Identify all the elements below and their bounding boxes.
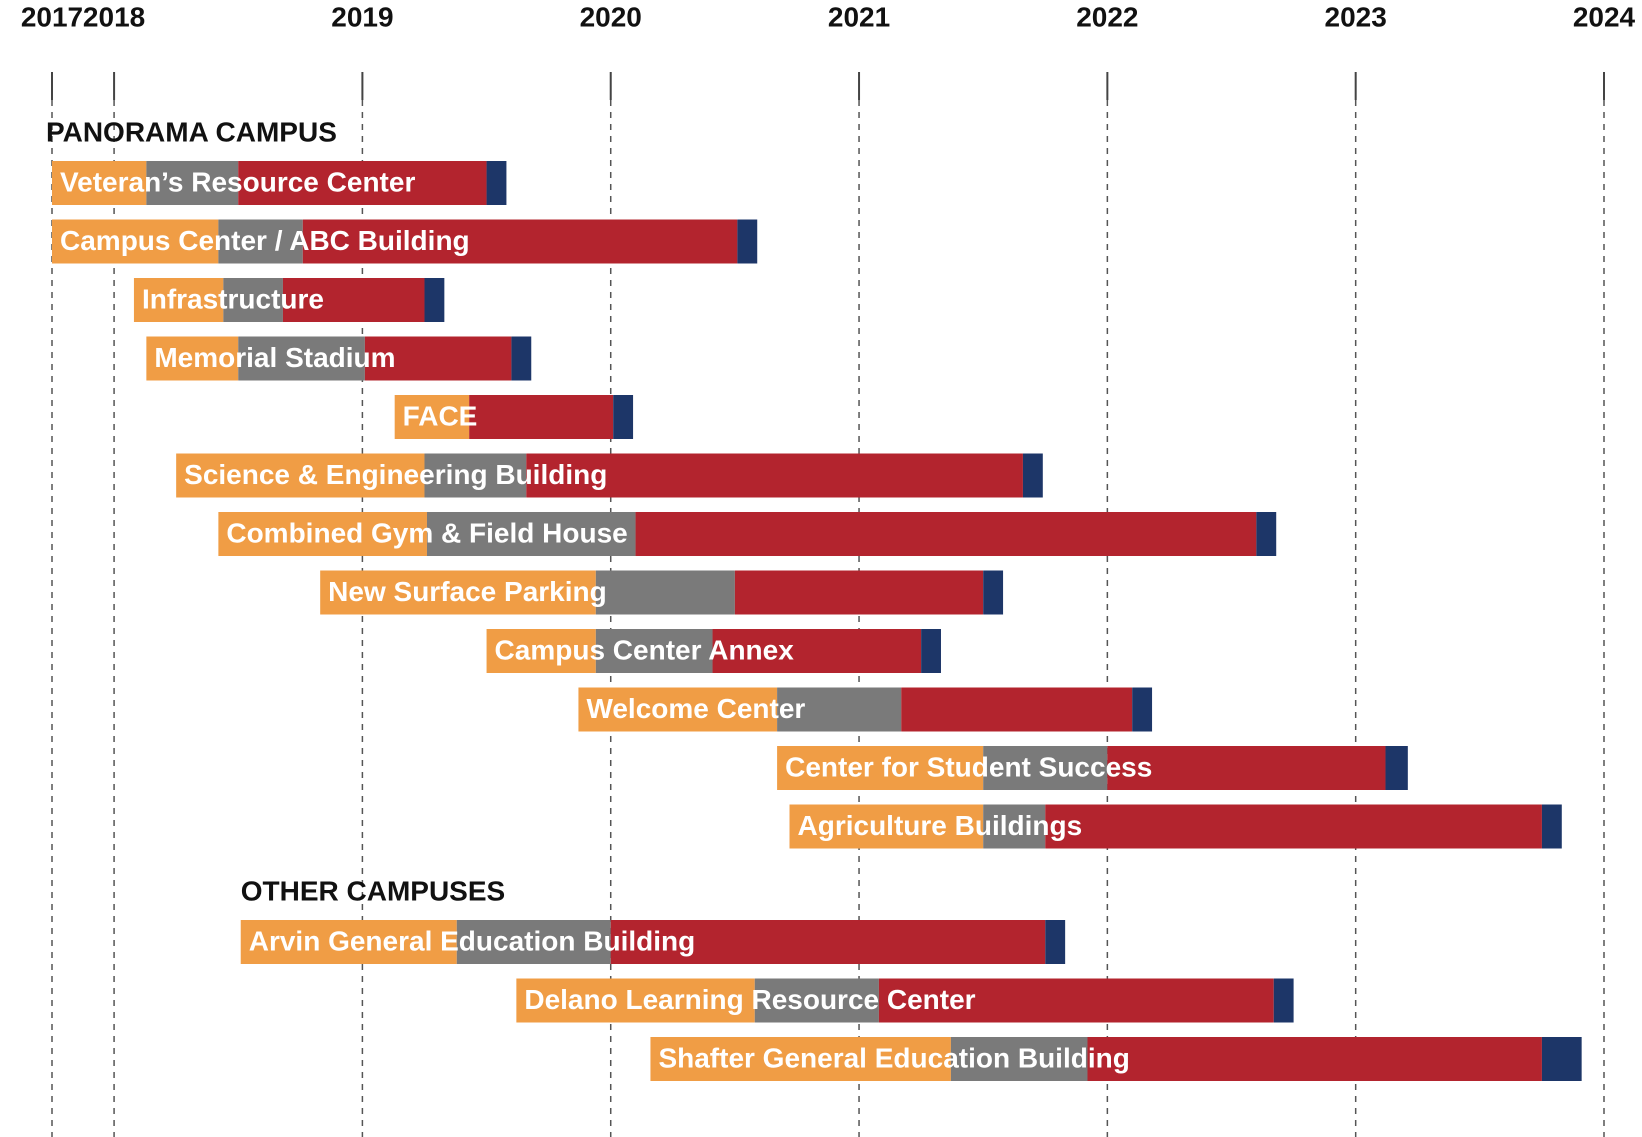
- phase-bar: [983, 746, 1108, 790]
- phase-bar: [223, 278, 283, 322]
- phase-bar: [424, 278, 445, 322]
- phase-bar: [218, 512, 427, 556]
- phase-bar: [777, 746, 984, 790]
- task-label: Campus Center Annex: [495, 634, 795, 665]
- phase-bar: [1541, 1037, 1582, 1081]
- task-label: Agriculture Buildings: [798, 810, 1083, 841]
- task-label: New Surface Parking: [328, 576, 607, 607]
- phase-bar: [983, 804, 1046, 849]
- phase-bar: [734, 570, 984, 615]
- phase-bar: [146, 336, 239, 381]
- phase-bar: [394, 395, 470, 439]
- phase-bar: [364, 336, 512, 381]
- task-label: Memorial Stadium: [154, 342, 395, 373]
- x-tick-label: 2018: [83, 1, 145, 32]
- phase-bar: [456, 920, 611, 964]
- phase-bar: [146, 161, 239, 205]
- phase-bar: [610, 920, 1046, 964]
- task-label: Shafter General Education Building: [658, 1042, 1129, 1073]
- x-tick-label: 2019: [331, 1, 393, 32]
- phase-bar: [511, 336, 532, 381]
- phase-bar: [238, 336, 365, 381]
- phase-bar: [983, 570, 1004, 615]
- phase-bar: [878, 978, 1274, 1023]
- phase-bar: [469, 395, 614, 439]
- phase-bar: [320, 570, 596, 615]
- phase-bar: [240, 920, 457, 964]
- phase-bar: [486, 161, 507, 205]
- phase-bar: [737, 219, 758, 264]
- phase-bar: [1132, 687, 1153, 732]
- phase-bar: [578, 687, 778, 732]
- x-tick-label: 2022: [1076, 1, 1138, 32]
- phase-bar: [1107, 746, 1386, 790]
- task-label: Welcome Center: [586, 693, 805, 724]
- phase-bar: [595, 570, 735, 615]
- phase-bar: [133, 278, 224, 322]
- phase-bar: [1385, 746, 1408, 790]
- phase-bar: [426, 512, 636, 556]
- phase-bar: [238, 161, 487, 205]
- phase-bar: [52, 161, 147, 205]
- phase-bar: [901, 687, 1133, 732]
- group-title: OTHER CAMPUSES: [241, 875, 505, 906]
- x-tick-label: 2020: [580, 1, 642, 32]
- phase-bar: [1022, 453, 1043, 498]
- phase-bar: [1256, 512, 1277, 556]
- x-tick-label: 2023: [1325, 1, 1387, 32]
- phase-bar: [1045, 920, 1066, 964]
- task-label: FACE: [403, 400, 478, 431]
- phase-bar: [613, 395, 634, 439]
- phase-bar: [595, 629, 713, 673]
- phase-bar: [282, 278, 425, 322]
- x-tick-label: 2021: [828, 1, 890, 32]
- phase-bar: [52, 219, 219, 264]
- phase-bar: [218, 219, 303, 264]
- task-label: Arvin General Education Building: [249, 925, 696, 956]
- phase-bar: [176, 453, 425, 498]
- x-tick-label: 2024: [1573, 1, 1636, 32]
- phase-bar: [754, 978, 879, 1023]
- phase-bar: [1273, 978, 1294, 1023]
- phase-bar: [526, 453, 1023, 498]
- task-label: Infrastructure: [142, 283, 324, 314]
- phase-bar: [302, 219, 738, 264]
- phase-bar: [1541, 804, 1562, 849]
- phase-bar: [635, 512, 1257, 556]
- phase-bar: [1045, 804, 1542, 849]
- task-label: Campus Center / ABC Building: [60, 225, 470, 256]
- x-tick-label: 2017: [21, 1, 83, 32]
- phase-bar: [650, 1037, 951, 1081]
- phase-bar: [516, 978, 755, 1023]
- task-label: Delano Learning Resource Center: [524, 984, 975, 1015]
- bars: [52, 161, 1582, 1081]
- phase-bar: [486, 629, 596, 673]
- task-label: Combined Gym & Field House: [226, 517, 627, 548]
- task-label: Science & Engineering Building: [184, 459, 607, 490]
- task-label: Center for Student Success: [785, 751, 1152, 782]
- group-title: PANORAMA CAMPUS: [46, 116, 337, 147]
- task-label: Veteran’s Resource Center: [60, 166, 415, 197]
- phase-bar: [424, 453, 527, 498]
- phase-bar: [712, 629, 922, 673]
- phase-bar: [950, 1037, 1088, 1081]
- phase-bar: [921, 629, 941, 673]
- phase-bar: [1087, 1037, 1542, 1081]
- grid: [51, 72, 1605, 1137]
- phase-bar: [789, 804, 984, 849]
- phase-bar: [777, 687, 902, 732]
